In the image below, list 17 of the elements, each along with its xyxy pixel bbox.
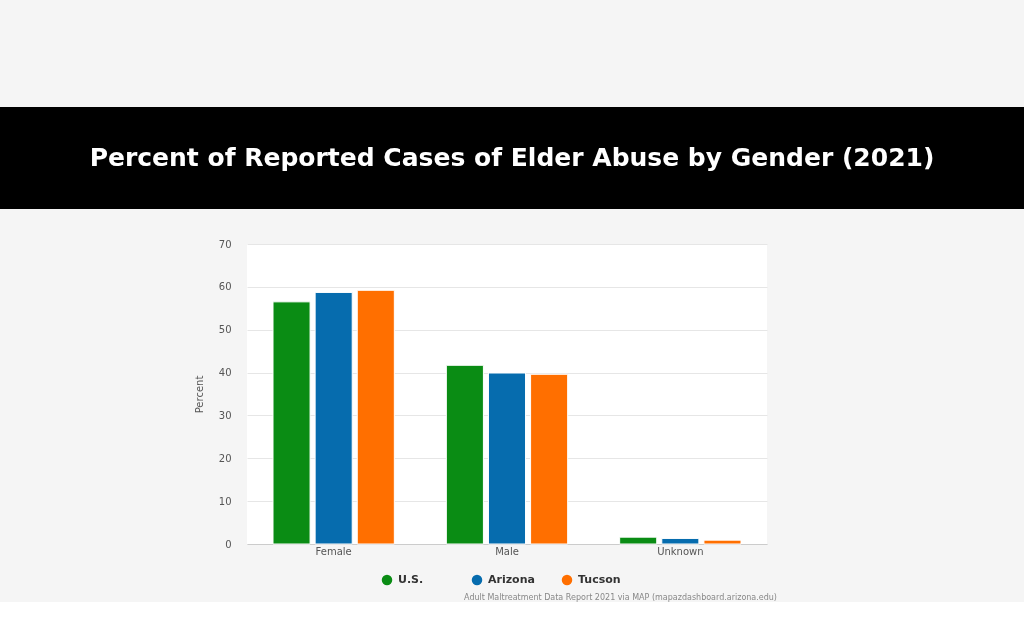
x-tick-label: Unknown	[657, 545, 704, 557]
y-tick-label: 20	[218, 452, 232, 464]
y-tick-label: 10	[218, 495, 232, 507]
text: Adult Maltreatment Data Report 2021 via MAP (mapazdashboard.arizona.edu)	[464, 593, 777, 602]
legend-label: Arizona	[488, 573, 535, 586]
x-tick-label: Male	[495, 545, 519, 557]
chart-title: Percent of Reported Cases of Elder Abuse by Gender (2021)	[89, 143, 935, 172]
y-tick-label: 30	[218, 409, 232, 421]
y-tick-label: 70	[218, 238, 232, 250]
y-axis-title: Percent	[193, 375, 205, 414]
y-tick-label: 0	[225, 538, 232, 550]
y-tick-label: 60	[218, 281, 232, 293]
x-tick-label: Female	[315, 545, 352, 557]
legend-label: Tucson	[578, 573, 621, 586]
y-tick-label: 40	[218, 367, 232, 379]
legend-label: U.S.	[398, 573, 424, 586]
y-tick-label: 50	[218, 324, 232, 336]
